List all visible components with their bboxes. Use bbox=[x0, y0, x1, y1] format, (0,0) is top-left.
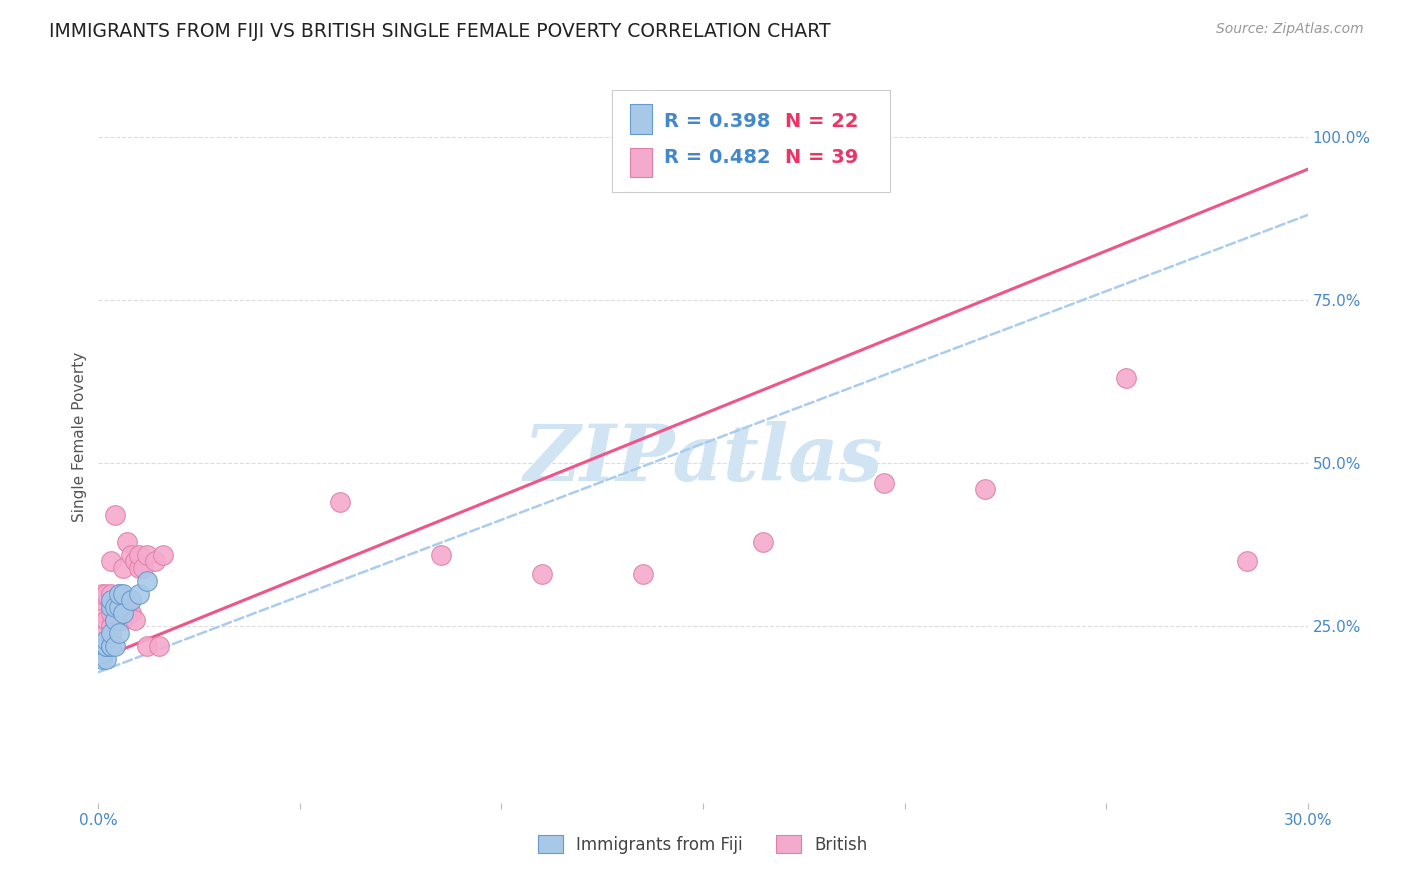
Text: R = 0.482: R = 0.482 bbox=[664, 148, 770, 167]
Text: IMMIGRANTS FROM FIJI VS BRITISH SINGLE FEMALE POVERTY CORRELATION CHART: IMMIGRANTS FROM FIJI VS BRITISH SINGLE F… bbox=[49, 22, 831, 41]
British bbox=[91, 593, 114, 607]
British bbox=[974, 483, 997, 497]
British bbox=[132, 560, 155, 574]
Immigrants from Fiji bbox=[103, 639, 125, 653]
Text: Source: ZipAtlas.com: Source: ZipAtlas.com bbox=[1216, 22, 1364, 37]
Text: N = 39: N = 39 bbox=[785, 148, 859, 167]
Immigrants from Fiji bbox=[111, 587, 134, 601]
British bbox=[128, 560, 150, 574]
Immigrants from Fiji bbox=[100, 626, 122, 640]
British bbox=[1236, 554, 1258, 568]
British bbox=[100, 554, 122, 568]
British bbox=[135, 548, 157, 562]
British bbox=[128, 548, 150, 562]
Immigrants from Fiji bbox=[128, 587, 150, 601]
Immigrants from Fiji bbox=[96, 639, 118, 653]
British bbox=[103, 613, 125, 627]
Y-axis label: Single Female Poverty: Single Female Poverty bbox=[72, 352, 87, 522]
British bbox=[96, 613, 118, 627]
British bbox=[111, 560, 134, 574]
FancyBboxPatch shape bbox=[630, 104, 652, 134]
Text: R = 0.398: R = 0.398 bbox=[664, 112, 770, 130]
Text: N = 22: N = 22 bbox=[785, 112, 859, 130]
British bbox=[100, 619, 122, 633]
British bbox=[135, 639, 157, 653]
Immigrants from Fiji bbox=[100, 599, 122, 614]
British bbox=[124, 613, 146, 627]
British bbox=[115, 534, 138, 549]
British bbox=[120, 607, 142, 621]
British bbox=[143, 554, 166, 568]
British bbox=[96, 626, 118, 640]
British bbox=[120, 548, 142, 562]
British bbox=[752, 534, 775, 549]
FancyBboxPatch shape bbox=[630, 148, 652, 178]
British bbox=[115, 599, 138, 614]
Immigrants from Fiji bbox=[120, 593, 142, 607]
Immigrants from Fiji bbox=[96, 652, 118, 666]
Immigrants from Fiji bbox=[111, 607, 134, 621]
Immigrants from Fiji bbox=[96, 632, 118, 647]
British bbox=[100, 587, 122, 601]
Immigrants from Fiji bbox=[107, 587, 129, 601]
Immigrants from Fiji bbox=[100, 639, 122, 653]
British bbox=[430, 548, 453, 562]
Immigrants from Fiji bbox=[107, 599, 129, 614]
Immigrants from Fiji bbox=[100, 639, 122, 653]
Immigrants from Fiji bbox=[103, 599, 125, 614]
British bbox=[107, 587, 129, 601]
British bbox=[91, 607, 114, 621]
Immigrants from Fiji bbox=[91, 652, 114, 666]
British bbox=[148, 639, 170, 653]
British bbox=[530, 567, 553, 582]
Immigrants from Fiji bbox=[96, 639, 118, 653]
British bbox=[107, 599, 129, 614]
British bbox=[152, 548, 174, 562]
British bbox=[91, 587, 114, 601]
British bbox=[873, 475, 896, 490]
Immigrants from Fiji bbox=[91, 646, 114, 660]
Immigrants from Fiji bbox=[103, 613, 125, 627]
Legend: Immigrants from Fiji, British: Immigrants from Fiji, British bbox=[531, 829, 875, 860]
Immigrants from Fiji bbox=[107, 626, 129, 640]
Immigrants from Fiji bbox=[100, 593, 122, 607]
British bbox=[631, 567, 654, 582]
British bbox=[111, 613, 134, 627]
British bbox=[1115, 371, 1137, 385]
British bbox=[124, 554, 146, 568]
British bbox=[103, 508, 125, 523]
British bbox=[100, 607, 122, 621]
British bbox=[329, 495, 352, 509]
Text: ZIPatlas: ZIPatlas bbox=[523, 421, 883, 497]
Immigrants from Fiji bbox=[135, 574, 157, 588]
FancyBboxPatch shape bbox=[613, 90, 890, 192]
British bbox=[96, 587, 118, 601]
